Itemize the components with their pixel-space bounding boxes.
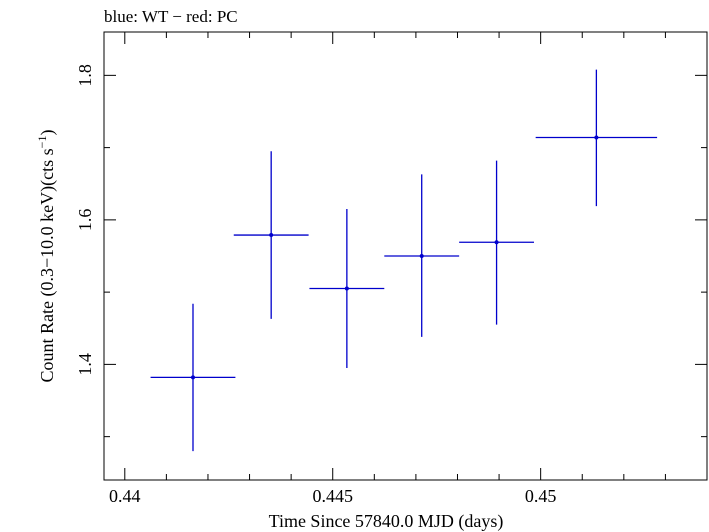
x-tick-label: 0.44 [109,486,141,506]
data-point-marker [344,286,349,291]
chart-title: blue: WT − red: PC [104,7,238,26]
x-axis-label: Time Since 57840.0 MJD (days) [269,511,504,532]
data-point-marker [594,135,599,140]
y-tick-label: 1.8 [75,64,95,87]
y-axis-ticks [104,74,707,438]
y-tick-label: 1.6 [75,209,95,232]
y-axis-label-superscript: −1 [35,136,49,149]
x-tick-label: 0.445 [312,486,353,506]
data-points [150,69,658,452]
x-tick-label: 0.45 [525,486,557,506]
y-tick-label: 1.4 [75,353,95,376]
data-point-marker [269,233,274,238]
plot-frame [103,31,708,481]
data-point-marker [190,375,195,380]
y-axis-label: Count Rate (0.3−10.0 keV)(cts s−1) [35,130,58,383]
y-axis-label-main: Count Rate (0.3−10.0 keV)(cts s [37,148,58,382]
y-axis-tick-labels: 1.4 1.6 1.8 [75,64,95,376]
x-axis-ticks [124,32,708,480]
y-axis-label-close: ) [37,130,58,136]
data-point-marker [419,254,424,258]
data-point-marker [494,240,499,245]
x-axis-tick-labels: 0.44 0.445 0.45 [109,486,556,506]
